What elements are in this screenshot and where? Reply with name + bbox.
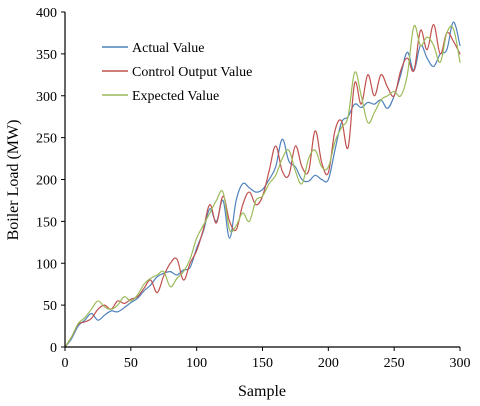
y-tick-label: 350 <box>36 48 57 63</box>
x-tick-label: 50 <box>124 356 138 371</box>
y-tick-label: 250 <box>36 132 57 147</box>
legend-label: Expected Value <box>132 89 219 104</box>
series-line-expected-value <box>64 24 461 348</box>
y-tick-label: 50 <box>43 299 57 314</box>
x-tick-label: 0 <box>62 356 69 371</box>
y-axis-ticks: 0 50 100 150 200 250 300 350 400 <box>36 6 65 356</box>
y-axis-title: Boiler Load (MW) <box>5 120 22 241</box>
x-tick-label: 200 <box>318 356 339 371</box>
legend-label: Control Output Value <box>132 65 252 80</box>
x-tick-label: 100 <box>186 356 207 371</box>
y-tick-label: 200 <box>36 174 57 189</box>
y-tick-label: 100 <box>36 257 57 272</box>
legend: Actual Value Control Output Value Expected… <box>102 41 252 104</box>
x-tick-label: 300 <box>450 356 471 371</box>
x-tick-label: 150 <box>252 356 273 371</box>
legend-label: Actual Value <box>132 41 204 56</box>
series-layer <box>64 21 461 348</box>
y-tick-label: 0 <box>50 341 57 356</box>
x-tick-label: 250 <box>384 356 405 371</box>
x-axis-title: Sample <box>238 383 286 400</box>
y-tick-label: 400 <box>36 6 57 21</box>
x-axis-ticks: 0 50 100 150 200 250 300 <box>62 347 471 371</box>
y-tick-label: 150 <box>36 215 57 230</box>
y-tick-label: 300 <box>36 90 57 105</box>
plot-area: 0 50 100 150 200 250 300 0 50 100 150 200 250 300 350… <box>36 6 471 371</box>
